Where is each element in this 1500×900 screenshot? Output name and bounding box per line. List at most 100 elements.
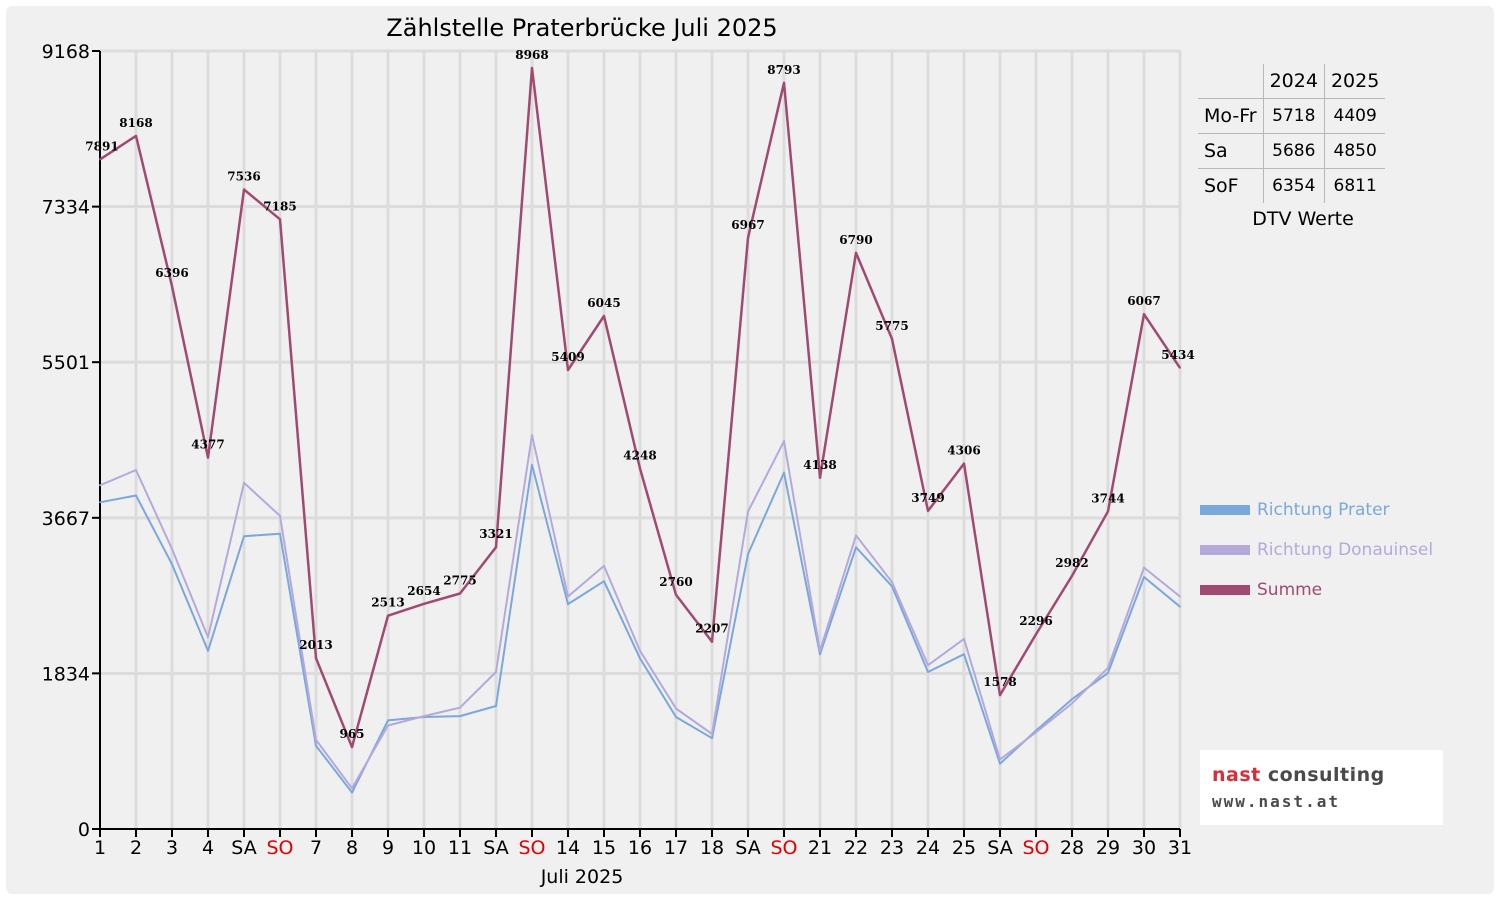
x-tick-label: 15 [592, 837, 616, 859]
data-point [351, 746, 353, 749]
data-point [1179, 605, 1181, 608]
data-point [963, 653, 965, 656]
legend-swatch [1200, 505, 1250, 515]
dtv-value-2025: 6811 [1323, 168, 1386, 203]
data-point [963, 462, 965, 465]
dtv-header-row: 2024 2025 [1198, 64, 1386, 99]
data-point [99, 501, 101, 504]
data-point [1071, 698, 1073, 701]
x-tick-label: 28 [1060, 837, 1084, 859]
data-point [891, 581, 893, 583]
data-label: 8168 [119, 116, 152, 130]
company-logo: nast consulting www.nast.at [1200, 750, 1443, 825]
data-point [1107, 671, 1109, 674]
x-tick-label: 8 [346, 837, 358, 859]
data-label: 6396 [155, 266, 188, 280]
data-point [603, 580, 605, 583]
data-label: 5409 [551, 350, 584, 364]
data-label: 2296 [1019, 614, 1052, 628]
data-point [459, 715, 461, 718]
x-tick-label: SA [483, 837, 508, 859]
data-label: 6067 [1127, 294, 1160, 308]
data-point [171, 548, 173, 550]
data-point [567, 369, 569, 371]
data-point [423, 602, 425, 605]
data-point [171, 563, 173, 566]
x-tick-label: SA [735, 837, 760, 859]
legend-label: Richtung Prater [1257, 500, 1390, 520]
data-point [855, 251, 857, 254]
data-label: 8793 [767, 63, 800, 77]
dtv-value-2024: 5686 [1262, 133, 1325, 169]
data-point [531, 434, 533, 437]
data-point [1035, 633, 1037, 636]
data-point [747, 510, 749, 513]
logo-word-nast: nast [1212, 764, 1261, 786]
data-point [567, 603, 569, 606]
x-tick-label: 24 [916, 837, 940, 859]
data-label: 8968 [515, 48, 548, 62]
data-point [531, 67, 533, 69]
legend-item-donauinsel[interactable]: Richtung Donauinsel [1200, 530, 1433, 570]
logo-wordmark: nast consulting [1212, 764, 1385, 786]
data-label: 3321 [479, 527, 512, 541]
data-point [927, 664, 929, 667]
data-point [675, 716, 677, 718]
data-label: 4138 [803, 458, 836, 472]
y-tick-label: 5501 [42, 352, 90, 374]
data-point [243, 481, 245, 484]
legend-label: Summe [1257, 580, 1323, 600]
chart-legend: Richtung Prater Richtung Donauinsel Summ… [1200, 490, 1433, 610]
data-point [783, 440, 785, 443]
data-point [1143, 566, 1145, 569]
data-label: 6045 [587, 296, 620, 310]
data-label: 4306 [947, 444, 980, 458]
data-point [279, 218, 281, 221]
data-point [423, 715, 425, 718]
data-point [315, 744, 317, 747]
data-point [279, 532, 281, 535]
data-point [135, 134, 137, 137]
legend-swatch [1200, 545, 1250, 555]
dtv-caption: DTV Werte [1252, 208, 1354, 230]
x-tick-label: 17 [664, 837, 688, 859]
legend-swatch [1200, 585, 1250, 595]
data-point [279, 514, 281, 517]
data-point [351, 791, 353, 794]
x-tick-label: 18 [700, 837, 724, 859]
data-point [315, 657, 317, 660]
data-point [999, 762, 1001, 765]
data-label: 4248 [623, 449, 656, 463]
x-tick-label: 16 [628, 837, 652, 859]
data-label: 2760 [659, 575, 692, 589]
data-label: 7891 [85, 139, 118, 153]
data-point [207, 649, 209, 652]
logo-url: www.nast.at [1212, 792, 1340, 811]
data-point [927, 671, 929, 673]
data-label: 2207 [695, 622, 728, 636]
data-point [387, 724, 389, 727]
data-point [891, 585, 893, 588]
data-point [135, 469, 137, 471]
x-tick-label: 9 [382, 837, 394, 859]
data-point [387, 614, 389, 617]
x-tick-label: 4 [202, 837, 214, 859]
data-point [387, 719, 389, 722]
x-tick-label: 1 [94, 837, 106, 859]
legend-item-prater[interactable]: Richtung Prater [1200, 490, 1433, 530]
chart-title: Zählstelle Praterbrücke Juli 2025 [386, 14, 777, 42]
data-point [243, 188, 245, 191]
legend-item-summe[interactable]: Summe [1200, 570, 1433, 610]
data-point [495, 546, 497, 549]
data-point [603, 565, 605, 567]
x-tick-label: SA [987, 837, 1012, 859]
data-label: 1578 [983, 675, 1016, 689]
dtv-header-2024: 2024 [1262, 64, 1325, 99]
x-tick-label: 30 [1132, 837, 1156, 859]
data-label: 6790 [839, 233, 872, 247]
data-point [639, 649, 641, 652]
data-label: 3749 [911, 491, 944, 505]
dtv-row-sa: Sa 5686 4850 [1198, 133, 1386, 169]
data-point [711, 737, 713, 740]
